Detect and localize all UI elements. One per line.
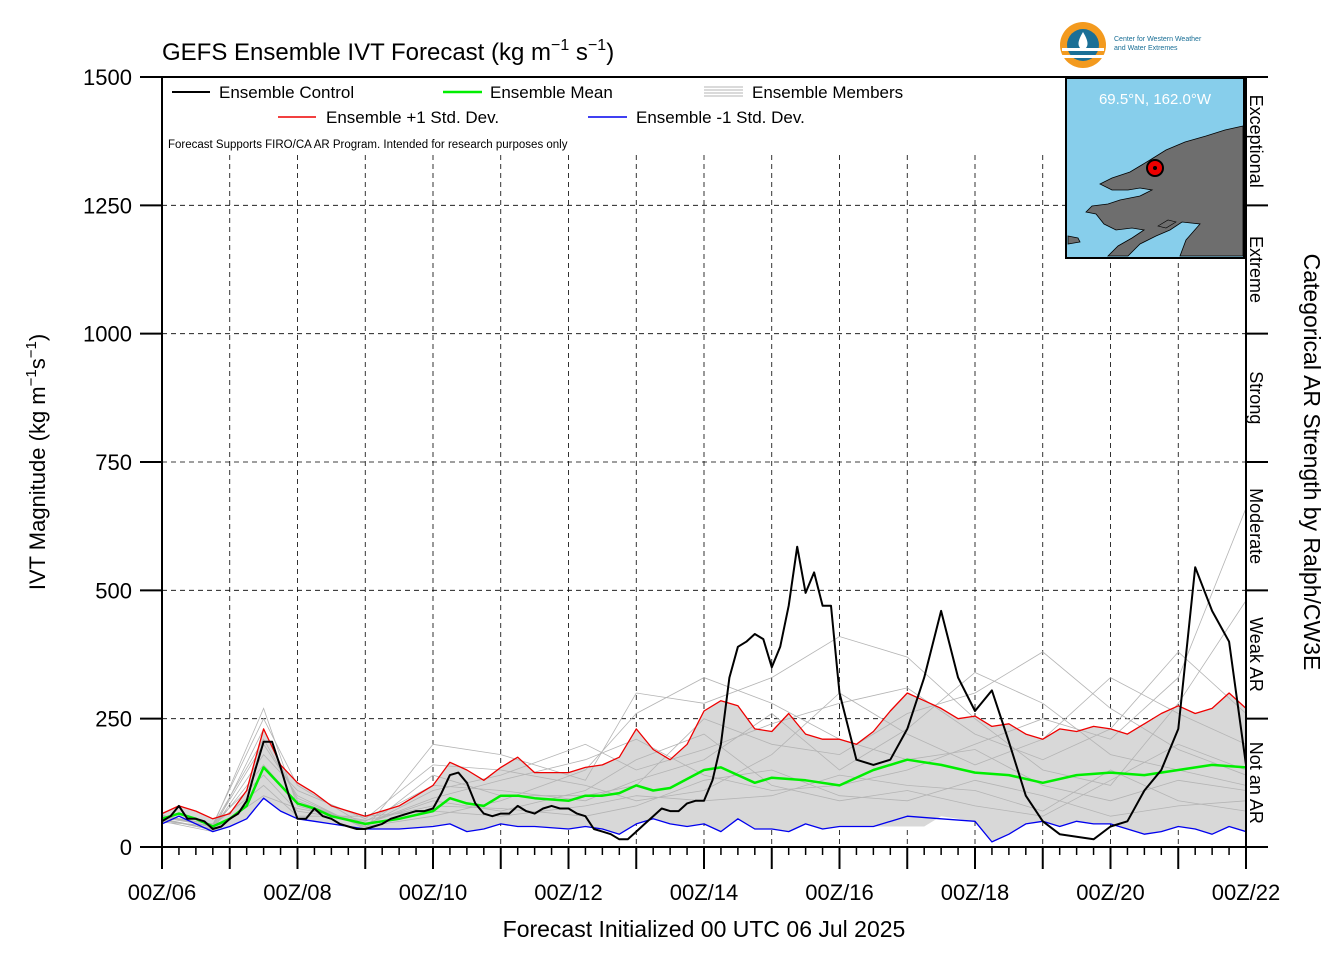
y-tick-label: 1500 [83, 65, 132, 90]
x-tick-label: 00Z/12 [534, 880, 603, 905]
logo-text-line-2: and Water Extremes [1114, 45, 1178, 52]
legend-label-minus-std: Ensemble -1 Std. Dev. [636, 108, 805, 127]
legend-swatch-members [704, 86, 743, 97]
location-inset-map: 69.5°N, 162.0°W [1065, 77, 1245, 259]
x-tick-label: 00Z/10 [399, 880, 468, 905]
logo-text-line-1: Center for Western Weather [1114, 36, 1202, 43]
inset-land [1085, 125, 1244, 257]
x-tick-label: 00Z/14 [670, 880, 739, 905]
inset-coordinates: 69.5°N, 162.0°W [1099, 91, 1212, 108]
y-tick-label: 1000 [83, 322, 132, 347]
x-tick-label: 00Z/18 [941, 880, 1010, 905]
x-tick-label: 00Z/20 [1076, 880, 1145, 905]
series-ensemble-1-std-dev [162, 692, 1246, 820]
y-tick-label: 250 [95, 707, 132, 732]
ensemble-member-line [162, 769, 1246, 826]
x-tick-label: 00Z/22 [1212, 880, 1281, 905]
category-label: Weak AR [1246, 617, 1266, 692]
ensemble-member-line [162, 769, 1246, 831]
y-axis-label: IVT Magnitude (kg m−1s−1) [23, 334, 50, 590]
legend-label-mean: Ensemble Mean [490, 83, 613, 102]
ensemble-member-line [162, 651, 1246, 828]
y-tick-label: 750 [95, 450, 132, 475]
series-ensemble-control [162, 545, 1246, 841]
y-tick-label: 0 [120, 835, 132, 860]
category-label: Not an AR [1246, 742, 1266, 824]
research-note: Forecast Supports FIRO/CA AR Program. In… [168, 139, 568, 151]
y-tick-label: 1250 [83, 193, 132, 218]
ensemble-member-line [162, 600, 1246, 830]
cw3e-logo: Center for Western Weather and Water Ext… [1060, 22, 1202, 68]
category-label: Exceptional [1246, 95, 1266, 188]
x-tick-label: 00Z/08 [263, 880, 332, 905]
legend-label-control: Ensemble Control [219, 83, 354, 102]
series-ensemble-1-std-dev [162, 797, 1246, 843]
legend-label-plus-std: Ensemble +1 Std. Dev. [326, 108, 499, 127]
category-label: Moderate [1246, 488, 1266, 564]
x-axis-label: Forecast Initialized 00 UTC 06 Jul 2025 [503, 916, 906, 942]
x-tick-label: 00Z/16 [805, 880, 874, 905]
category-label: Extreme [1246, 236, 1266, 303]
plot-area [162, 155, 1246, 847]
ensemble-spread-band [162, 693, 1246, 842]
chart-title: GEFS Ensemble IVT Forecast (kg m−1 s−1) [162, 37, 614, 66]
right-axis-label: Categorical AR Strength by Ralph/CW3E [1299, 254, 1325, 671]
series-ensemble-mean [162, 758, 1246, 828]
ensemble-member-line [162, 677, 1246, 830]
legend-label-members: Ensemble Members [752, 83, 903, 102]
y-tick-label: 500 [95, 578, 132, 603]
category-label: Strong [1246, 371, 1266, 424]
x-tick-label: 00Z/06 [128, 880, 197, 905]
legend: Ensemble Control Ensemble Mean Ensemble … [168, 83, 903, 151]
